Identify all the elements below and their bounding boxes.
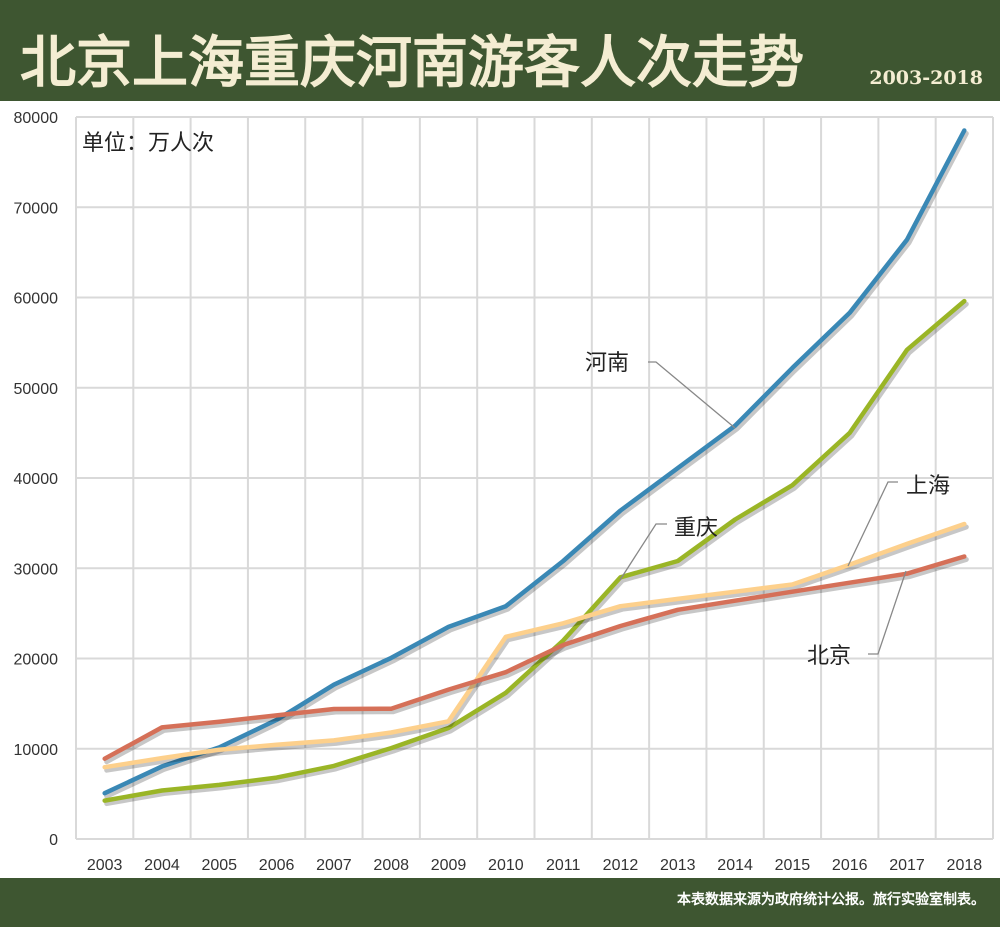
series-shadow-1 [104, 301, 969, 807]
series-line-重庆 [102, 298, 967, 803]
series-label-shanghai: 上海 [906, 474, 950, 499]
series-line-北京 [102, 554, 967, 761]
x-tick-label: 2003 [87, 857, 123, 874]
x-tick-label: 2015 [775, 857, 811, 874]
series-line-上海 [102, 521, 967, 770]
callouts [619, 361, 907, 655]
x-tick-label: 2018 [947, 857, 983, 874]
callout-line-henan [648, 361, 736, 429]
x-tick-label: 2006 [259, 857, 295, 874]
grid [75, 116, 994, 840]
y-tick-label: 60000 [14, 291, 59, 308]
y-tick-label: 40000 [14, 471, 59, 488]
y-tick-label: 30000 [14, 561, 59, 578]
y-tick-label: 0 [49, 832, 58, 849]
x-tick-label: 2012 [603, 857, 639, 874]
y-tick-label: 20000 [14, 652, 59, 669]
callout-line-shanghai [847, 481, 898, 567]
footer-bar [0, 878, 1000, 927]
source-note: 本表数据来源为政府统计公报。旅行实验室制表。 [677, 891, 985, 908]
x-tick-label: 2007 [316, 857, 352, 874]
x-tick-label: 2013 [660, 857, 696, 874]
x-tick-label: 2016 [832, 857, 868, 874]
y-tick-label: 10000 [14, 742, 59, 759]
x-tick-label: 2009 [431, 857, 467, 874]
y-tick-label: 70000 [14, 200, 59, 217]
x-tick-label: 2014 [717, 857, 753, 874]
y-axis: 0 10000 20000 30000 40000 50000 60000 70000 8000… [14, 110, 59, 849]
chart-subtitle: 2003-2018 [869, 67, 983, 89]
callout-line-chongqing [619, 523, 667, 581]
x-tick-label: 2011 [546, 857, 581, 874]
x-tick-label: 2010 [488, 857, 524, 874]
unit-label: 单位：万人次 [82, 131, 214, 156]
x-axis: 2003 2004 2005 2006 2007 2008 2009 2010 2011 2012… [87, 857, 982, 874]
header-bar [0, 0, 1000, 101]
series-shadow-0 [104, 131, 969, 799]
series-label-chongqing: 重庆 [674, 516, 718, 541]
x-tick-label: 2005 [201, 857, 237, 874]
x-tick-label: 2004 [144, 857, 180, 874]
callout-line-beijing [868, 570, 907, 655]
series-group [102, 128, 969, 807]
series-label-henan: 河南 [585, 351, 629, 376]
y-tick-label: 50000 [14, 381, 59, 398]
chart-title: 北京上海重庆河南游客人次走势 [20, 30, 804, 96]
x-tick-label: 2017 [889, 857, 925, 874]
series-line-河南 [102, 128, 967, 796]
series-shadow-3 [104, 557, 969, 765]
y-tick-label: 80000 [14, 110, 59, 127]
series-label-beijing: 北京 [807, 644, 851, 669]
x-tick-label: 2008 [373, 857, 409, 874]
series-shadow-2 [104, 524, 969, 773]
